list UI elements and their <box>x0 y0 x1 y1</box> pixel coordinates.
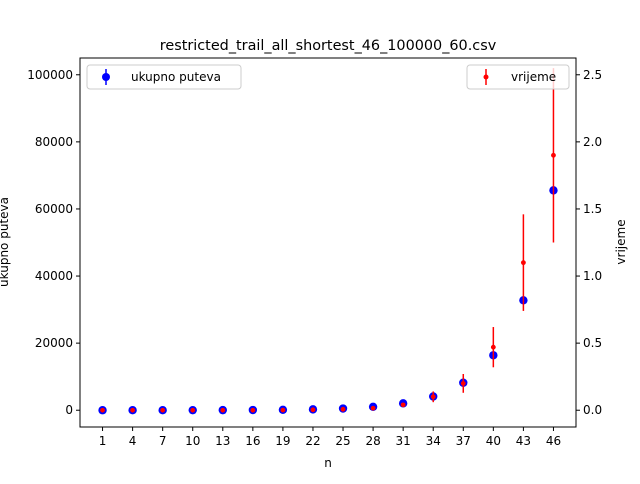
legend-left-marker <box>102 73 110 81</box>
x-tick-label: 4 <box>129 434 137 448</box>
legend-left-label: ukupno puteva <box>131 70 221 84</box>
y2-tick-label: 1.5 <box>583 202 602 216</box>
vrijeme-point <box>220 407 226 413</box>
vrijeme-point <box>160 407 166 413</box>
vrijeme-point <box>190 407 196 413</box>
y-tick-label: 100000 <box>27 68 73 82</box>
vrijeme-point <box>460 380 466 386</box>
x-tick-label: 46 <box>546 434 561 448</box>
vrijeme-point <box>340 406 346 412</box>
vrijeme-point <box>310 407 316 413</box>
x-tick-label: 10 <box>185 434 200 448</box>
legend-vrijeme: vrijeme <box>466 64 570 90</box>
y2-tick-label: 0.5 <box>583 336 602 350</box>
series-layer <box>98 68 558 415</box>
x-tick-label: 22 <box>305 434 320 448</box>
y-axis-label: ukupno puteva <box>0 197 11 287</box>
vrijeme-point <box>130 407 136 413</box>
vrijeme-point <box>250 407 256 413</box>
legend-ukupno-puteva: ukupno puteva <box>86 64 242 90</box>
x-tick-label: 1 <box>99 434 107 448</box>
vrijeme-point <box>100 407 105 413</box>
x-tick-label: 13 <box>215 434 230 448</box>
vrijeme-point <box>551 152 556 158</box>
y2-tick-label: 2.5 <box>583 68 602 82</box>
y-tick-label: 60000 <box>35 202 73 216</box>
x-tick-label: 16 <box>245 434 260 448</box>
vrijeme-point <box>370 405 376 411</box>
y-tick-label: 0 <box>65 403 73 417</box>
x-tick-label: 28 <box>365 434 380 448</box>
x-tick-label: 7 <box>159 434 167 448</box>
x-tick-label: 25 <box>335 434 350 448</box>
vrijeme-point <box>430 394 436 400</box>
axes-layer: 1 4 7 10 13 16 19 22 25 28 31 34 37 40 43 46 0 20000 40000… <box>27 68 602 448</box>
vrijeme-point <box>490 344 496 350</box>
y-tick-label: 40000 <box>35 269 73 283</box>
legend-right-label: vrijeme <box>511 70 556 84</box>
x-tick-label: 19 <box>275 434 290 448</box>
x-tick-label: 31 <box>396 434 411 448</box>
x-tick-label: 40 <box>486 434 501 448</box>
y2-axis-label: vrijeme <box>614 219 628 264</box>
x-tick-label: 34 <box>426 434 441 448</box>
x-axis-label: n <box>324 456 332 470</box>
vrijeme-point <box>280 407 286 413</box>
y-tick-label: 20000 <box>35 336 73 350</box>
legend-left-box <box>86 64 242 90</box>
plot-frame <box>79 57 577 428</box>
y2-tick-label: 2.0 <box>583 135 602 149</box>
legend-right-marker <box>483 74 489 80</box>
vrijeme-point <box>520 260 526 266</box>
legend-right-box <box>466 64 570 90</box>
y2-tick-label: 1.0 <box>583 269 602 283</box>
y2-tick-label: 0.0 <box>583 403 602 417</box>
vrijeme-point <box>400 402 406 408</box>
chart-title: restricted_trail_all_shortest_46_100000_… <box>160 38 497 54</box>
y-tick-label: 80000 <box>35 135 73 149</box>
x-tick-label: 37 <box>456 434 471 448</box>
x-tick-label: 43 <box>516 434 531 448</box>
